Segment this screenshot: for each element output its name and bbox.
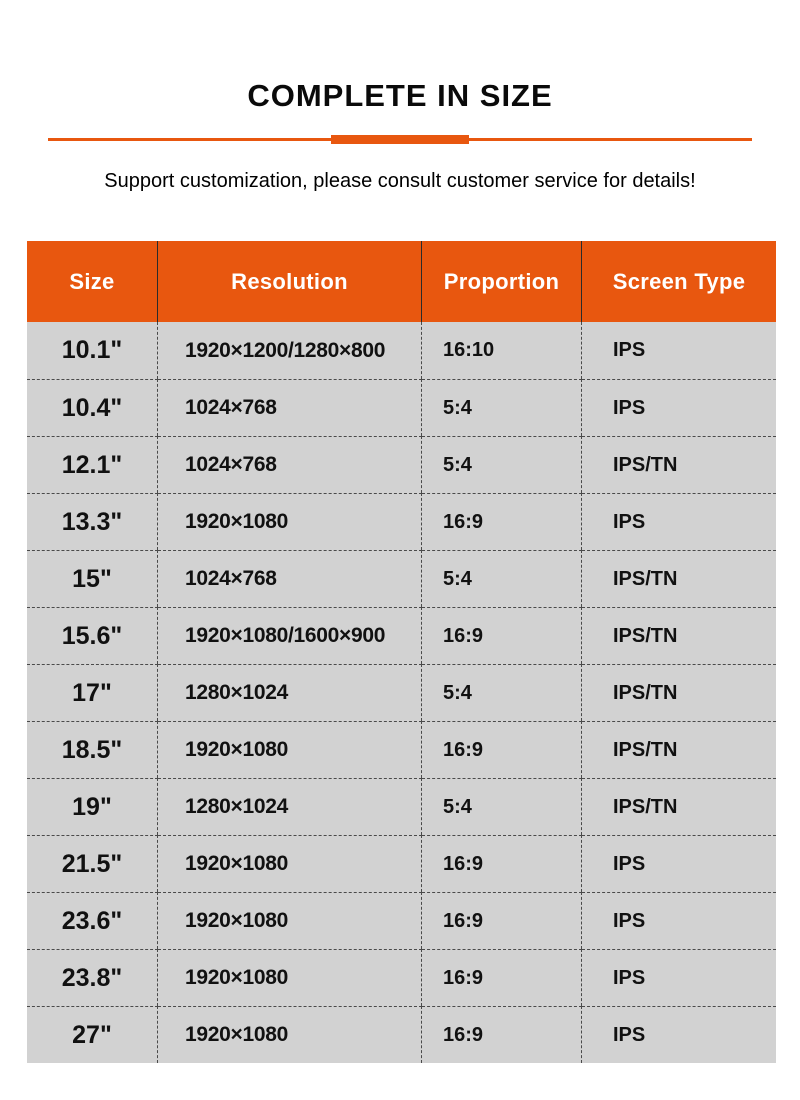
- cell-size: 17": [27, 664, 158, 721]
- table-body: 10.1" 1920×1200/1280×800 16:10 IPS 10.4"…: [27, 322, 776, 1063]
- cell-screen-type: IPS: [582, 892, 776, 949]
- cell-screen-type: IPS: [582, 379, 776, 436]
- cell-size: 23.6": [27, 892, 158, 949]
- cell-size: 27": [27, 1006, 158, 1063]
- table-row: 13.3" 1920×1080 16:9 IPS: [27, 493, 776, 550]
- table-row: 15" 1024×768 5:4 IPS/TN: [27, 550, 776, 607]
- cell-resolution: 1280×1024: [158, 778, 422, 835]
- cell-screen-type: IPS: [582, 1006, 776, 1063]
- cell-screen-type: IPS/TN: [582, 664, 776, 721]
- cell-screen-type: IPS: [582, 949, 776, 1006]
- cell-size: 12.1": [27, 436, 158, 493]
- page-title: COMPLETE IN SIZE: [247, 78, 553, 113]
- subtitle: Support customization, please consult cu…: [104, 170, 696, 192]
- cell-screen-type: IPS/TN: [582, 607, 776, 664]
- title-divider: [48, 135, 752, 144]
- cell-size: 19": [27, 778, 158, 835]
- table-row: 27" 1920×1080 16:9 IPS: [27, 1006, 776, 1063]
- cell-resolution: 1024×768: [158, 550, 422, 607]
- table-row: 23.8" 1920×1080 16:9 IPS: [27, 949, 776, 1006]
- cell-proportion: 16:9: [422, 493, 582, 550]
- cell-resolution: 1920×1080: [158, 493, 422, 550]
- cell-screen-type: IPS/TN: [582, 721, 776, 778]
- table-header-row: Size Resolution Proportion Screen Type: [27, 241, 776, 322]
- cell-size: 21.5": [27, 835, 158, 892]
- cell-screen-type: IPS/TN: [582, 550, 776, 607]
- column-header-resolution: Resolution: [158, 241, 422, 322]
- cell-proportion: 16:9: [422, 892, 582, 949]
- cell-size: 10.4": [27, 379, 158, 436]
- table-row: 21.5" 1920×1080 16:9 IPS: [27, 835, 776, 892]
- cell-size: 10.1": [27, 322, 158, 379]
- cell-proportion: 16:9: [422, 607, 582, 664]
- cell-screen-type: IPS: [582, 322, 776, 379]
- cell-resolution: 1024×768: [158, 436, 422, 493]
- cell-screen-type: IPS: [582, 493, 776, 550]
- table-row: 15.6" 1920×1080/1600×900 16:9 IPS/TN: [27, 607, 776, 664]
- cell-size: 15.6": [27, 607, 158, 664]
- divider-center-bar: [331, 135, 469, 144]
- cell-proportion: 5:4: [422, 778, 582, 835]
- table-row: 18.5" 1920×1080 16:9 IPS/TN: [27, 721, 776, 778]
- table-row: 17" 1280×1024 5:4 IPS/TN: [27, 664, 776, 721]
- column-header-size: Size: [27, 241, 158, 322]
- table-row: 10.4" 1024×768 5:4 IPS: [27, 379, 776, 436]
- cell-resolution: 1920×1080: [158, 949, 422, 1006]
- table-row: 10.1" 1920×1200/1280×800 16:10 IPS: [27, 322, 776, 379]
- cell-proportion: 5:4: [422, 379, 582, 436]
- cell-resolution: 1920×1080/1600×900: [158, 607, 422, 664]
- cell-proportion: 16:9: [422, 721, 582, 778]
- cell-proportion: 5:4: [422, 550, 582, 607]
- cell-proportion: 5:4: [422, 436, 582, 493]
- table-row: 23.6" 1920×1080 16:9 IPS: [27, 892, 776, 949]
- cell-size: 23.8": [27, 949, 158, 1006]
- cell-screen-type: IPS/TN: [582, 436, 776, 493]
- cell-size: 18.5": [27, 721, 158, 778]
- cell-proportion: 16:9: [422, 1006, 582, 1063]
- cell-resolution: 1920×1080: [158, 1006, 422, 1063]
- cell-proportion: 5:4: [422, 664, 582, 721]
- cell-size: 15": [27, 550, 158, 607]
- cell-resolution: 1920×1200/1280×800: [158, 322, 422, 379]
- spec-table: Size Resolution Proportion Screen Type 1…: [27, 241, 776, 1063]
- cell-resolution: 1920×1080: [158, 835, 422, 892]
- cell-resolution: 1920×1080: [158, 892, 422, 949]
- column-header-screen-type: Screen Type: [582, 241, 776, 322]
- cell-proportion: 16:10: [422, 322, 582, 379]
- cell-proportion: 16:9: [422, 835, 582, 892]
- column-header-proportion: Proportion: [422, 241, 582, 322]
- cell-resolution: 1024×768: [158, 379, 422, 436]
- cell-size: 13.3": [27, 493, 158, 550]
- cell-screen-type: IPS/TN: [582, 778, 776, 835]
- cell-screen-type: IPS: [582, 835, 776, 892]
- cell-resolution: 1920×1080: [158, 721, 422, 778]
- table-row: 19" 1280×1024 5:4 IPS/TN: [27, 778, 776, 835]
- cell-resolution: 1280×1024: [158, 664, 422, 721]
- cell-proportion: 16:9: [422, 949, 582, 1006]
- table-row: 12.1" 1024×768 5:4 IPS/TN: [27, 436, 776, 493]
